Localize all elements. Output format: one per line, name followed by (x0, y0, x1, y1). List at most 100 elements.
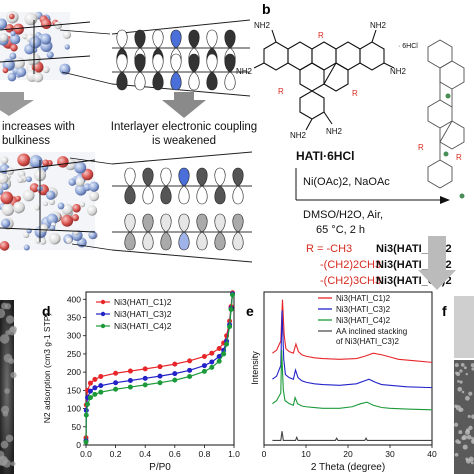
hrtem-spot (454, 422, 459, 427)
orbital-lobe (232, 167, 244, 187)
sem-grain (0, 440, 9, 449)
isotherm-point (98, 374, 104, 380)
legend-label: Ni3(HATI_C4)2 (114, 321, 172, 331)
caption-right-line-2: is weakened (152, 135, 216, 147)
atom (29, 36, 42, 49)
hrtem-spot (455, 405, 462, 411)
r-group-label-3: R (352, 89, 358, 98)
atom (21, 33, 28, 40)
atom (64, 44, 70, 50)
atom (42, 66, 50, 74)
pxrd-line (272, 299, 433, 363)
atom (29, 155, 43, 169)
atom (13, 23, 24, 35)
y-tick-label: 200 (67, 367, 81, 377)
plot-e-ylabel: Intensity (250, 351, 260, 385)
hrtem-spot (454, 452, 459, 457)
molecular-stack-top (0, 10, 113, 85)
orbital-lobe (116, 53, 128, 73)
hrtem-spot (462, 434, 468, 440)
orbital-lobe (170, 29, 182, 49)
legend-label: Ni3(HATI_C1)2 (336, 294, 391, 303)
isotherm-point (224, 341, 230, 347)
orbital-lobe (232, 213, 244, 233)
panel-f-letter: f (442, 303, 447, 319)
atom (1, 218, 11, 228)
orbital-lobe (160, 167, 172, 187)
sem-grain (4, 388, 10, 394)
orbital-lobe (152, 29, 164, 49)
atom (49, 225, 56, 231)
isotherm-point (127, 368, 133, 374)
orbital-lobe (206, 53, 218, 73)
x-tick-label: 0 (262, 449, 267, 459)
atom (88, 181, 100, 192)
sem-grain (5, 434, 14, 443)
orbital-lobe (224, 29, 236, 49)
legend-label: Ni3(HATI_C4)2 (336, 316, 391, 325)
atom (17, 176, 24, 184)
hrtem-spot (466, 434, 472, 440)
orbital-diagram-bottom (111, 151, 253, 263)
legend-label: of Ni3(HATI_C3)2 (336, 337, 400, 346)
atom (42, 159, 49, 167)
legend-marker (100, 323, 106, 329)
plot-d-ylabel: N2 adsorption (cm3 g-1 STP) (42, 313, 52, 424)
orbital-lobe (206, 71, 218, 91)
legend-marker (100, 311, 106, 317)
orbital-lobe (178, 167, 190, 187)
atom (26, 176, 32, 183)
isotherm-point (92, 385, 98, 391)
panel-f-image-top (454, 296, 474, 358)
isotherm-point (209, 364, 215, 370)
framework-down-arrow (418, 236, 456, 290)
legend-label: Ni3(HATI_C3)2 (114, 309, 172, 319)
sem-grain (9, 325, 17, 333)
hrtem-spot (468, 456, 474, 462)
atom (9, 52, 17, 60)
orbital-lobe (196, 167, 208, 187)
plot-d-xlabel: P/P0 (149, 462, 171, 473)
y-tick-label: 0 (76, 440, 81, 450)
hrtem-spot (454, 363, 459, 368)
hrtem-spot (465, 372, 468, 376)
orbital-lobe (160, 213, 172, 233)
atom (75, 177, 85, 187)
orbital-lobe (214, 231, 226, 251)
atom (22, 231, 30, 239)
plot-e-xlabel: 2 Theta (degree) (311, 462, 385, 473)
orbital-lobe (134, 53, 146, 73)
atom (16, 67, 27, 77)
isotherm-point (221, 351, 227, 357)
isotherm-point (157, 380, 163, 386)
orbital-lobe (124, 231, 136, 251)
sem-grain (0, 308, 6, 319)
atom (8, 13, 15, 20)
orbital-lobe (170, 71, 182, 91)
atom (61, 214, 74, 227)
hcl-label: · 6HCl (398, 43, 418, 50)
nh2-label-6: NH2 (326, 127, 343, 136)
orbital-lobe (188, 29, 200, 49)
hrtem-spot (471, 367, 474, 371)
isotherm-point (209, 359, 215, 365)
atom (0, 33, 8, 42)
isotherm-point (216, 345, 222, 351)
atom (74, 161, 87, 174)
atom (86, 205, 98, 216)
sem-grain (0, 405, 10, 414)
hrtem-spot (455, 439, 460, 444)
isotherm-point (216, 353, 222, 359)
panel-a: increases with bulkiness Interlayer elec… (0, 10, 257, 263)
orbital-lobe (224, 53, 236, 73)
y-tick-label: 350 (67, 313, 81, 323)
framework-r-label-2: R (456, 153, 462, 162)
r-group-label-1: R (318, 31, 324, 40)
isotherm-point (157, 364, 163, 370)
atom (46, 51, 54, 59)
atom (72, 203, 81, 213)
legend-label: Ni3(HATI_C3)2 (336, 305, 391, 314)
orbital-lobe (188, 71, 200, 91)
x-tick-label: 1.0 (228, 449, 240, 459)
isotherm-point (98, 389, 104, 395)
